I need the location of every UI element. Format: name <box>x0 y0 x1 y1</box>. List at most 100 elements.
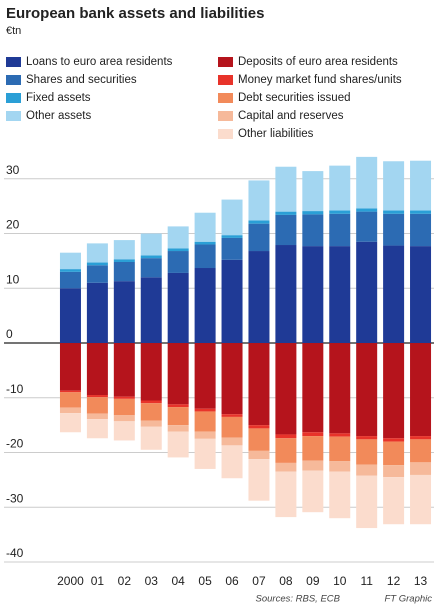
bar-segment <box>302 460 324 471</box>
bar-segment <box>383 477 405 525</box>
legend-swatch <box>218 93 233 103</box>
bar-segment <box>167 226 189 249</box>
bar-segment <box>275 462 297 472</box>
x-tick-label: 10 <box>333 574 347 588</box>
bar-segment <box>86 243 108 263</box>
bar-segment <box>140 426 162 450</box>
bar-segment <box>140 420 162 427</box>
bar-segment <box>140 343 162 401</box>
bar-segment <box>275 434 297 439</box>
bar-segment <box>383 210 405 214</box>
bar-segment <box>410 439 432 463</box>
y-tick-label: 10 <box>6 272 20 286</box>
bar-segment <box>248 459 270 501</box>
bar-segment <box>329 433 351 437</box>
bar-segment <box>86 282 108 344</box>
x-tick-label: 07 <box>252 574 266 588</box>
bar-segment <box>194 244 216 269</box>
bar-segment <box>194 343 216 409</box>
bar-segment <box>356 211 378 242</box>
bar-segment <box>113 281 135 344</box>
bar-segment <box>194 408 216 412</box>
bar-segment <box>194 431 216 439</box>
x-tick-label: 03 <box>145 574 159 588</box>
y-tick-label: -30 <box>6 491 24 505</box>
bar-segment <box>221 259 243 344</box>
bar-segment <box>329 461 351 472</box>
bar-segment <box>302 343 324 433</box>
bar-segment <box>113 261 135 282</box>
bar-segment <box>275 166 297 212</box>
bar-segment <box>86 265 108 283</box>
bar-segment <box>167 407 189 426</box>
x-tick-label: 11 <box>360 574 373 588</box>
y-tick-label: -10 <box>6 382 24 396</box>
bar-segment <box>86 397 108 414</box>
bar-segment <box>383 441 405 466</box>
bar-segment <box>113 259 135 262</box>
legend-label: Loans to euro area residents <box>26 56 173 68</box>
bar-segment <box>248 251 270 344</box>
bar-segment <box>221 414 243 417</box>
bar-segment <box>113 396 135 399</box>
bar-segment <box>194 212 216 242</box>
bar-segment <box>59 413 81 433</box>
legend-label: Deposits of euro area residents <box>238 56 398 68</box>
bar-segment <box>113 398 135 416</box>
x-tick-label: 05 <box>198 574 212 588</box>
legend-swatch <box>6 111 21 121</box>
bar-segment <box>194 268 216 344</box>
bar-segment <box>167 425 189 432</box>
bar-segment <box>167 431 189 458</box>
bar-segment <box>356 156 378 209</box>
bar-segment <box>59 343 81 391</box>
bar-segment <box>302 171 324 212</box>
bar-segment <box>356 241 378 344</box>
legend-swatch <box>6 75 21 85</box>
chart-title: European bank assets and liabilities <box>6 5 264 22</box>
bar-segment <box>302 470 324 513</box>
bar-segment <box>383 438 405 442</box>
bar-segment <box>221 235 243 238</box>
bar-segment <box>356 208 378 212</box>
legend-label: Shares and securities <box>26 74 137 86</box>
x-tick-label: 01 <box>91 574 105 588</box>
bar-segment <box>59 392 81 408</box>
y-tick-label: -20 <box>6 437 24 451</box>
bar-segment <box>356 343 378 437</box>
x-tick-label: 12 <box>387 574 401 588</box>
bar-segment <box>302 246 324 344</box>
bar-segment <box>86 343 108 396</box>
bar-segment <box>302 211 324 215</box>
bar-segment <box>329 436 351 462</box>
bar-segment <box>248 223 270 252</box>
chart-subtitle: €tn <box>6 25 21 37</box>
bar-segment <box>383 343 405 439</box>
bar-segment <box>221 416 243 438</box>
y-tick-label: 0 <box>6 327 13 341</box>
bar-segment <box>248 220 270 224</box>
bar-segment <box>113 415 135 422</box>
legend-swatch <box>218 111 233 121</box>
bar-segment <box>275 214 297 246</box>
bar-segment <box>302 436 324 461</box>
legend-swatch <box>6 93 21 103</box>
x-tick-label: 08 <box>279 574 293 588</box>
legend-label: Capital and reserves <box>238 110 344 122</box>
bar-segment <box>194 411 216 432</box>
bar-segment <box>59 390 81 393</box>
bar-segment <box>221 199 243 236</box>
bar-segment <box>140 403 162 421</box>
bar-segment <box>86 419 108 439</box>
legend-label: Debt securities issued <box>238 92 351 104</box>
bar-segment <box>248 180 270 221</box>
bar-segment <box>59 252 81 270</box>
bar-segment <box>167 272 189 344</box>
bar-segment <box>329 213 351 247</box>
bar-segment <box>113 421 135 441</box>
credit: FT Graphic <box>384 594 432 605</box>
bar-segment <box>410 213 432 247</box>
bar-segment <box>410 246 432 344</box>
bar-segment <box>275 343 297 435</box>
x-tick-label: 04 <box>171 574 185 588</box>
